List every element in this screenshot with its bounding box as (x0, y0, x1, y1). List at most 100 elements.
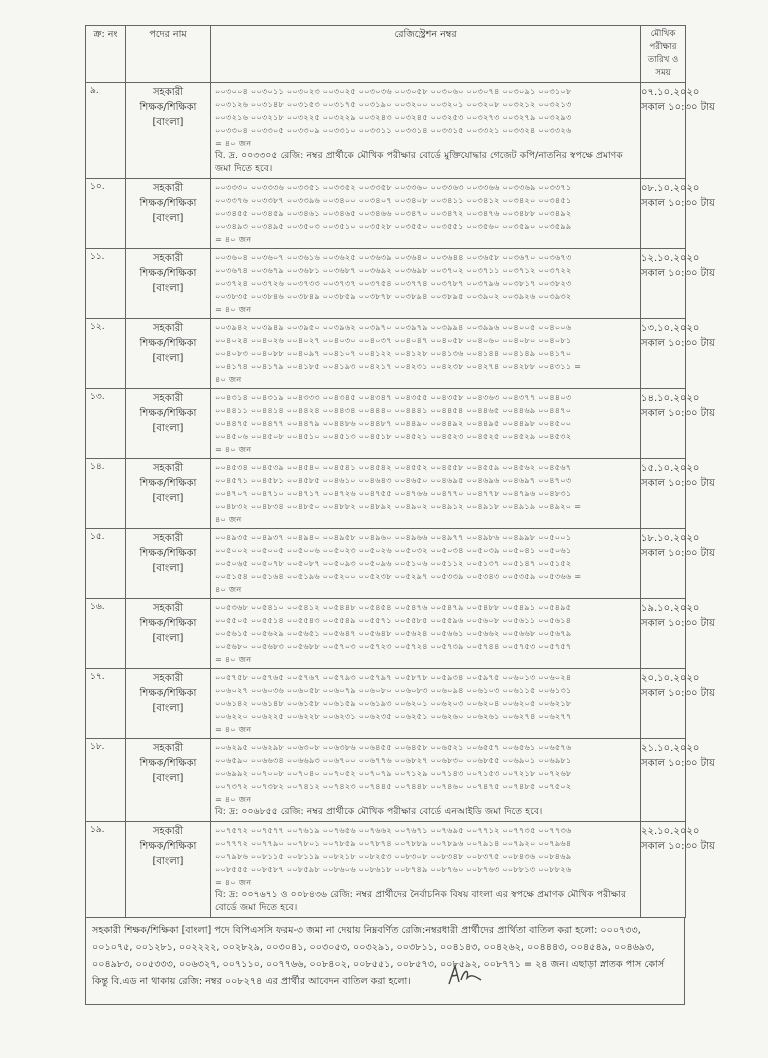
post-name-line: সহকারী (152, 183, 184, 194)
remark-note: বি: দ্র: ০০৭৬৭১ ও ০০৮৪৩৬ রেজি: নম্বর প্র… (215, 890, 627, 913)
registration-line: ০০৩০০৪ ০০৩০১১ ০০৩০২৩ ০০৩০২৫ ০০৩০৩৬ ০০৩০৫… (215, 86, 572, 96)
post-name-line: শিক্ষক/শিক্ষিকা (139, 338, 197, 349)
post-name-cell: সহকারী শিক্ষক/শিক্ষিকা [বাংলা] (125, 821, 211, 918)
registration-line: ০০৭৯৮৬ ০০৮১১৫ ০০৮১১৯ ০০৮২১৮ ০০৮২৫৩ ০০৮৩০… (215, 851, 572, 861)
registration-line: ০০৩৬০৪ ০০৩৬০৭ ০০৩৬১৬ ০০৩৬২৫ ০০৩৬৩৯ ০০৩৬৪… (215, 252, 572, 262)
registration-line: ০০৫৩৬৮ ০০৫৪১০ ০০৫৪১২ ০০৫৪৪৮ ০০৫৪৫৪ ০০৫৪৭… (215, 602, 572, 612)
registration-line: ০০৭৭৭২ ০০৭৭৯০ ০০৭৮০১ ০০৭৮৫৯ ০০৭৮৭৪ ০০৭৮৮… (215, 838, 572, 848)
post-name-line: শিক্ষক/শিক্ষিকা (139, 618, 197, 629)
post-name-line: সহকারী (152, 743, 184, 754)
interview-time: সকাল ১০:৩০ টায় (641, 841, 715, 852)
interview-time: সকাল ১০:৩০ টায় (641, 338, 715, 349)
registration-line: ০০৪৪১১ ০০৪৪১৪ ০০৪৪২৪ ০০৪৪৩৪ ০০৪৪৪০ ০০৪৪৪… (215, 405, 572, 415)
candidate-total: = ৪০ জন (215, 234, 252, 244)
post-name-line: [বাংলা] (152, 563, 184, 574)
signature (448, 963, 482, 985)
post-name-line: শিক্ষক/শিক্ষিকা (139, 841, 197, 852)
post-name-line: শিক্ষক/শিক্ষিকা (139, 198, 197, 209)
registration-line: ০০৬২২০ ০০৬২২৫ ০০৬২২৮ ০০৬২৩১ ০০৬২৩৫ ০০৬২৫… (215, 711, 572, 721)
post-name-line: শিক্ষক/শিক্ষিকা (139, 688, 197, 699)
post-name-cell: সহকারী শিক্ষক/শিক্ষিকা [বাংলা] (125, 598, 211, 669)
remark-note: বি: দ্র: ০০৬৮৫৫ রেজি: নম্বর প্রার্থীকে ম… (215, 807, 543, 817)
table-row: ১৭. সহকারী শিক্ষক/শিক্ষিকা [বাংলা] ০০৫৭৫৮ ০০… (85, 668, 715, 739)
post-name-line: [বাংলা] (152, 213, 184, 224)
post-name-line: শিক্ষক/শিক্ষিকা (139, 758, 197, 769)
registration-line: ০০৩৪৯৩ ০০৩৪৯৫ ০০৩৫০৩ ০০৩৫১০ ০০৩৫২৮ ০০৩৫৫… (215, 221, 572, 231)
interview-date-cell: ০৭.১০.২০২০ সকাল ১০:৩০ টায় (640, 82, 715, 179)
registration-line: ০০৪৫৭১ ০০৪৫৮১ ০০৪৫৮৫ ০০৪৬১০ ০০৪৬৪৩ ০০৪৬৫… (215, 475, 572, 485)
table-row: ১২. সহকারী শিক্ষক/শিক্ষিকা [বাংলা] ০০৩৯৪২ ০০… (85, 318, 715, 389)
table-row: ১৫. সহকারী শিক্ষক/শিক্ষিকা [বাংলা] ০০৪৯৩৫ ০০… (85, 528, 715, 599)
registration-line: ০০৭৩৭২ ০০৭৩৮২ ০০৭৪১২ ০০৭৪২৩ ০০৭৪৪৫ ০০৭৪৪… (215, 781, 572, 791)
interview-time: সকাল ১০:৩০ টায় (641, 198, 715, 209)
interview-date-cell: ২০.১০.২০২০ সকাল ১০:৩০ টায় (640, 668, 715, 739)
serial-cell: ১৮. (85, 738, 126, 822)
candidate-total: ৪০ জন (215, 374, 242, 384)
interview-date: ১৪.১০.২০২০ (641, 393, 700, 404)
post-name-line: সহকারী (152, 87, 184, 98)
post-name-line: সহকারী (152, 603, 184, 614)
interview-date: ১৩.১০.২০২০ (641, 323, 700, 334)
registration-line: ০০৩১২৬ ০০৩১৪৮ ০০৩১৫৩ ০০৩১৭৫ ০০৩১৯০ ০০৩২০… (215, 99, 572, 109)
serial-cell: ১৩. (85, 388, 126, 459)
interview-date-cell: ১৮.১০.২০২০ সকাল ১০:৩০ টায় (640, 528, 715, 599)
registration-line: ০০৬১৪২ ০০৬১৪৮ ০০৬১৫৮ ০০৬১৫৯ ০০৬১৯৩ ০০৬২০… (215, 698, 572, 708)
post-name-line: সহকারী (152, 323, 184, 334)
post-name-line: [বাংলা] (152, 633, 184, 644)
interview-time: সকাল ১০:৩০ টায় (641, 688, 715, 699)
post-name-line: [বাংলা] (152, 353, 184, 364)
interview-schedule-document: ক্র: নং পদের নাম রেজিস্ট্রেশন নম্বর মৌখি… (85, 25, 715, 1005)
interview-date-cell: ১৩.১০.২০২০ সকাল ১০:৩০ টায় (640, 318, 715, 389)
candidate-total: = ৪০ জন (215, 444, 252, 454)
candidate-total: = ৪০ জন (215, 304, 252, 314)
interview-date-cell: ২১.১০.২০২০ সকাল ১০:৩০ টায় (640, 738, 715, 822)
registration-line: ০০৫৬১৫ ০০৫৬২৯ ০০৫৬৫১ ০০৫৬৪৭ ০০৫৬৪৮ ০০৫৬২… (215, 628, 572, 638)
interview-time: সকাল ১০:৩০ টায় (641, 548, 715, 559)
serial-cell: ১৭. (85, 668, 126, 739)
post-name-line: সহকারী (152, 463, 184, 474)
registration-numbers-cell: ০০৬২৯৫ ০০৬২৯৮ ০০৬৩০৮ ০০৬৩৮৬ ০০৬৪৫৫ ০০৬৪৫… (210, 738, 641, 822)
post-name-line: সহকারী (152, 533, 184, 544)
candidate-total: = ৪০ জন (215, 138, 252, 148)
candidate-total: ৪০ জন (215, 584, 242, 594)
interview-time: সকাল ১০:৩০ টায় (641, 478, 715, 489)
serial-cell: ১০. (85, 178, 126, 249)
post-name-cell: সহকারী শিক্ষক/শিক্ষিকা [বাংলা] (125, 388, 211, 459)
interview-date: ২১.১০.২০২০ (641, 743, 700, 754)
registration-numbers-cell: ০০৪৩১৪ ০০৪৩১৯ ০০৪৩৩৩ ০০৪৩৪৫ ০০৪৩৪৭ ০০৪৩৫… (210, 388, 641, 459)
post-name-cell: সহকারী শিক্ষক/শিক্ষিকা [বাংলা] (125, 528, 211, 599)
serial-cell: ১৬. (85, 598, 126, 669)
registration-numbers-cell: ০০৪৯৩৫ ০০৪৯৩৭ ০০৪৯৪০ ০০৪৯৫৮ ০০৪৯৬০ ০০৪৯৬… (210, 528, 641, 599)
interview-date: ০৮.১০.২০২০ (641, 183, 700, 194)
candidate-total: = ৪০ জন (215, 724, 252, 734)
registration-line: ০০৫৫০৫ ০০৫৫১৪ ০০৫৫৪৩ ০০৫৫৪৯ ০০৫৫৭১ ০০৫৫৮… (215, 615, 572, 625)
candidate-total: = ৪০ জন (215, 794, 252, 804)
table-row: ১৪. সহকারী শিক্ষক/শিক্ষিকা [বাংলা] ০০৪৫৩৪ ০০… (85, 458, 715, 529)
post-name-line: শিক্ষক/শিক্ষিকা (139, 408, 197, 419)
serial-cell: ১১. (85, 248, 126, 319)
registration-line: ০০৩৩৭৬ ০০৩৩৮৭ ০০৩৩৯৬ ০০৩৪০০ ০০৩৪০৭ ০০৩৪০… (215, 195, 572, 205)
registration-numbers-cell: ০০৩০০৪ ০০৩০১১ ০০৩০২৩ ০০৩০২৫ ০০৩০৩৬ ০০৩০৫… (210, 82, 641, 179)
interview-date-cell: ১২.১০.২০২০ সকাল ১০:৩০ টায় (640, 248, 715, 319)
serial-cell: ৯. (85, 82, 126, 179)
registration-line: ০০৬৯৯২ ০০৭০০৮ ০০৭০৪০ ০০৭০৫২ ০০৭০৭৯ ০০৭১২… (215, 768, 572, 778)
cancellation-notice: সহকারী শিক্ষক/শিক্ষিকা [বাংলা] পদে বিপিএ… (85, 918, 685, 1005)
header-date: মৌখিক পরীক্ষার তারিখ ও সময় (640, 25, 686, 83)
registration-line: ০০৩৭২৪ ০০৩৭২৬ ০০৩৭৩৩ ০০৩৭৩৭ ০০৩৭৫৪ ০০৩৭৭… (215, 278, 572, 288)
registration-line: ০০৮৫৫৫ ০০৮৫৮৭ ০০৮৫৯৮ ০০৮৬০৬ ০০৮৬১৮ ০০৮৭৪… (215, 864, 572, 874)
post-name-line: শিক্ষক/শিক্ষিকা (139, 548, 197, 559)
interview-date: ০৭.১০.২০২০ (641, 87, 700, 98)
table-row: ৯. সহকারী শিক্ষক/শিক্ষিকা [বাংলা] ০০৩০০৪ ০০৩… (85, 82, 715, 179)
post-name-line: [বাংলা] (152, 856, 184, 867)
candidate-total: ৪০ জন (215, 514, 242, 524)
interview-date: ১২.১০.২০২০ (641, 253, 700, 264)
interview-date: ১৯.১০.২০২০ (641, 603, 700, 614)
post-name-line: সহকারী (152, 673, 184, 684)
interview-date-cell: ২২.১০.২০২০ সকাল ১০:৩০ টায় (640, 821, 715, 918)
post-name-cell: সহকারী শিক্ষক/শিক্ষিকা [বাংলা] (125, 248, 211, 319)
interview-time: সকাল ১০:৩০ টায় (641, 268, 715, 279)
registration-line: ০০৫০৬৫ ০০৫০৭৮ ০০৫০৮৭ ০০৫০৯৩ ০০৫০৯৬ ০০৫১০… (215, 558, 572, 568)
post-name-line: [বাংলা] (152, 283, 184, 294)
remark-note: বি. দ্র. ০০৩৩০৫ রেজি: নম্বর প্রার্থীকে ম… (215, 151, 623, 174)
registration-line: ০০৩২১৬ ০০৩২১৮ ০০৩২২৫ ০০৩২২৯ ০০৩২৪৩ ০০৩২৪… (215, 112, 572, 122)
